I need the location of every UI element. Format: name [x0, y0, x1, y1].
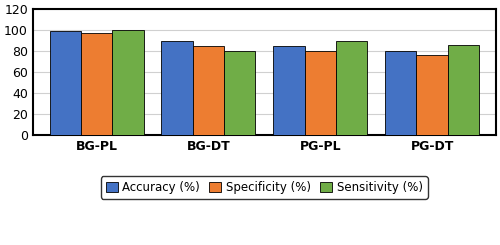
Bar [448, 45, 479, 135]
Bar [224, 51, 256, 135]
Bar [50, 31, 81, 135]
Bar [162, 41, 193, 135]
Bar [385, 51, 416, 135]
Bar [336, 41, 367, 135]
Bar [304, 51, 336, 135]
Legend: Accuracy (%), Specificity (%), Sensitivity (%): Accuracy (%), Specificity (%), Sensitivi… [101, 176, 428, 199]
Bar [112, 30, 144, 135]
Bar [81, 33, 112, 135]
Bar [274, 46, 304, 135]
Bar [416, 55, 448, 135]
Bar [193, 46, 224, 135]
